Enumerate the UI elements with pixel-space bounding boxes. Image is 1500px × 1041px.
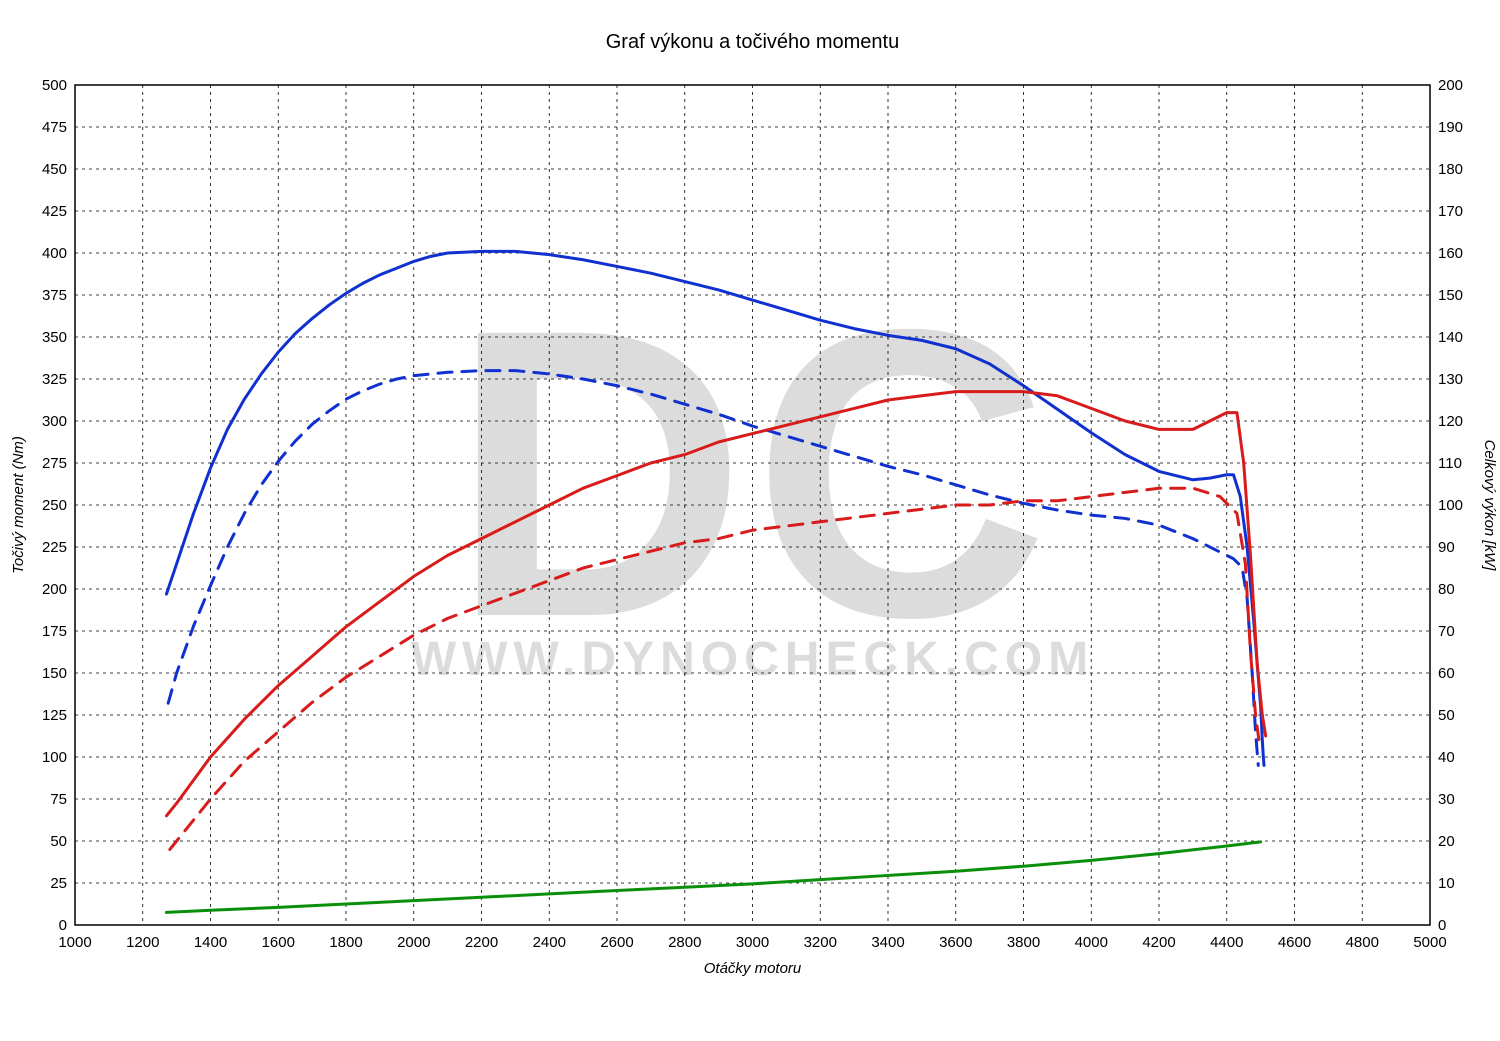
y-left-tick-label: 325 (42, 371, 67, 388)
chart-container: DCWWW.DYNOCHECK.COM100012001400160018002… (0, 0, 1500, 1041)
y-right-tick-label: 0 (1438, 917, 1446, 934)
y-left-tick-label: 225 (42, 539, 67, 556)
y-left-tick-label: 425 (42, 203, 67, 220)
y-right-tick-label: 140 (1438, 329, 1463, 346)
x-tick-label: 1000 (58, 934, 91, 951)
y-right-tick-label: 110 (1438, 455, 1462, 472)
y-right-tick-label: 60 (1438, 665, 1455, 682)
x-tick-label: 5000 (1413, 934, 1446, 951)
y-right-tick-label: 20 (1438, 833, 1455, 850)
y-right-tick-label: 70 (1438, 623, 1455, 640)
x-tick-label: 3800 (1007, 934, 1040, 951)
y-right-tick-label: 130 (1438, 371, 1463, 388)
y-right-tick-label: 150 (1438, 287, 1463, 304)
y-left-tick-label: 350 (42, 329, 67, 346)
y-right-tick-label: 160 (1438, 245, 1463, 262)
y-left-tick-label: 300 (42, 413, 67, 430)
x-tick-label: 1800 (329, 934, 362, 951)
y-right-tick-label: 170 (1438, 203, 1463, 220)
x-tick-label: 2000 (397, 934, 430, 951)
x-tick-label: 3200 (804, 934, 837, 951)
y-right-tick-label: 190 (1438, 119, 1463, 136)
x-tick-label: 4400 (1210, 934, 1243, 951)
y-right-tick-label: 40 (1438, 749, 1455, 766)
y-left-tick-label: 200 (42, 581, 67, 598)
y-right-tick-label: 50 (1438, 707, 1455, 724)
y-left-tick-label: 475 (42, 119, 67, 136)
y-left-tick-label: 175 (42, 623, 67, 640)
y-left-axis-title: Točivý moment (Nm) (10, 436, 27, 574)
y-right-axis-title: Celkový výkon [kW] (1481, 440, 1498, 572)
y-left-tick-label: 25 (50, 875, 67, 892)
y-left-tick-label: 375 (42, 287, 67, 304)
y-left-tick-label: 500 (42, 77, 67, 94)
x-tick-label: 1200 (126, 934, 159, 951)
x-tick-label: 2800 (668, 934, 701, 951)
y-right-tick-label: 90 (1438, 539, 1455, 556)
y-right-tick-label: 80 (1438, 581, 1455, 598)
y-left-tick-label: 275 (42, 455, 67, 472)
y-left-tick-label: 125 (42, 707, 67, 724)
y-right-tick-label: 30 (1438, 791, 1455, 808)
y-left-tick-label: 400 (42, 245, 67, 262)
y-right-tick-label: 200 (1438, 77, 1463, 94)
y-left-tick-label: 75 (50, 791, 67, 808)
x-tick-label: 3600 (939, 934, 972, 951)
x-tick-label: 2200 (465, 934, 498, 951)
x-tick-label: 4800 (1346, 934, 1379, 951)
x-tick-label: 4200 (1142, 934, 1175, 951)
y-left-tick-label: 0 (59, 917, 67, 934)
y-left-tick-label: 100 (42, 749, 67, 766)
y-right-tick-label: 10 (1438, 875, 1455, 892)
x-tick-label: 4000 (1075, 934, 1108, 951)
x-tick-label: 1400 (194, 934, 227, 951)
x-axis-title: Otáčky motoru (704, 960, 802, 977)
y-left-tick-label: 250 (42, 497, 67, 514)
x-tick-label: 2600 (600, 934, 633, 951)
y-left-tick-label: 450 (42, 161, 67, 178)
y-right-tick-label: 180 (1438, 161, 1463, 178)
y-left-tick-label: 150 (42, 665, 67, 682)
y-left-tick-label: 50 (50, 833, 67, 850)
chart-title: Graf výkonu a točivého momentu (606, 31, 899, 53)
x-tick-label: 2400 (533, 934, 566, 951)
x-tick-label: 3400 (871, 934, 904, 951)
x-tick-label: 3000 (736, 934, 769, 951)
dyno-chart: DCWWW.DYNOCHECK.COM100012001400160018002… (0, 0, 1500, 1041)
x-tick-label: 1600 (262, 934, 295, 951)
y-right-tick-label: 120 (1438, 413, 1463, 430)
x-tick-label: 4600 (1278, 934, 1311, 951)
y-right-tick-label: 100 (1438, 497, 1463, 514)
